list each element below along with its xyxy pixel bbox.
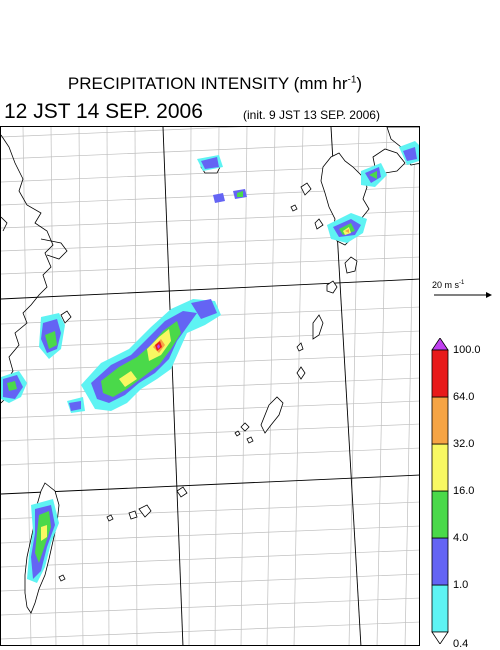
colorbar-swatch bbox=[431, 396, 449, 445]
island-amami bbox=[312, 314, 324, 340]
grid-lon-line bbox=[404, 127, 416, 645]
grid-lat-line bbox=[1, 256, 419, 275]
precipitation-field bbox=[1, 141, 419, 583]
colorbar-level-label: 32.0 bbox=[453, 438, 475, 450]
colorbar-swatch bbox=[431, 443, 449, 492]
grid-lat-line bbox=[1, 423, 419, 442]
chart-title: PRECIPITATION INTENSITY (mm hr-1) bbox=[0, 74, 430, 94]
rain-cell bbox=[119, 371, 137, 387]
rain-peak bbox=[157, 344, 160, 349]
grid-lon-line bbox=[50, 127, 57, 645]
title-close: ) bbox=[356, 74, 363, 93]
island-zhoushan bbox=[60, 310, 72, 324]
island-yonaguni bbox=[106, 514, 114, 522]
colorbar-level-label: 100.0 bbox=[453, 344, 481, 356]
grid-lat-line bbox=[1, 330, 419, 349]
grid-lat-line bbox=[1, 525, 419, 544]
grid-lat-line bbox=[1, 400, 419, 419]
major-lat-line bbox=[1, 474, 419, 495]
rain-cell bbox=[403, 147, 417, 161]
colorbar-swatch bbox=[431, 584, 449, 633]
colorbar-swatch bbox=[431, 349, 449, 398]
colorbar-swatch bbox=[431, 490, 449, 539]
grid-lon-line bbox=[214, 127, 220, 645]
rain-cell bbox=[369, 171, 377, 179]
island-small bbox=[246, 436, 254, 444]
colorbar-level-label: 0.4 bbox=[453, 638, 469, 650]
colorbar-level-label: 64.0 bbox=[453, 391, 475, 403]
grid-lon-line bbox=[78, 127, 84, 645]
precip-level-4.0 bbox=[7, 171, 377, 563]
colorbar-level-label: 1.0 bbox=[453, 579, 469, 591]
grid-lat-line bbox=[1, 549, 419, 568]
grid-lat-line bbox=[1, 377, 419, 396]
island-tokunoshima bbox=[296, 366, 306, 380]
grid-lon-line bbox=[376, 127, 388, 645]
vector-reference-label: 20 m s-1 bbox=[432, 280, 464, 290]
rain-cell bbox=[213, 193, 225, 203]
valid-time: 12 JST 14 SEP. 2006 bbox=[4, 100, 203, 123]
grid-lon-line bbox=[266, 127, 276, 645]
vector-reference-exponent: -1 bbox=[459, 280, 465, 286]
rain-cell bbox=[69, 401, 81, 411]
major-lon-line bbox=[162, 127, 184, 645]
rain-cell bbox=[7, 381, 17, 391]
island-small bbox=[234, 430, 241, 437]
island-small bbox=[58, 574, 66, 582]
grid-lat-line bbox=[1, 353, 419, 372]
island-tanegashima bbox=[344, 256, 358, 274]
title-unit-exponent: -1 bbox=[347, 74, 357, 86]
rain-cell bbox=[41, 525, 47, 541]
map-panel bbox=[0, 126, 420, 646]
island-danjo bbox=[290, 204, 298, 212]
colorbar-swatch bbox=[431, 537, 449, 586]
island-koshiki bbox=[314, 218, 324, 230]
grid-lat-line bbox=[1, 140, 419, 160]
grid-lat-line bbox=[1, 621, 419, 640]
island-kuchino bbox=[296, 342, 304, 352]
grid-lat-line bbox=[1, 573, 419, 592]
title-text: PRECIPITATION INTENSITY (mm hr bbox=[67, 74, 348, 93]
coast-china-bay bbox=[40, 238, 68, 260]
grid-lat-line bbox=[1, 127, 243, 138]
grid-lon-line bbox=[293, 127, 304, 645]
colorbar-level-label: 16.0 bbox=[453, 485, 475, 497]
rain-cell bbox=[45, 331, 57, 349]
coastlines bbox=[1, 127, 419, 614]
island-goto bbox=[300, 182, 312, 196]
island-kume bbox=[240, 422, 250, 432]
arrow-right-icon bbox=[434, 292, 492, 298]
island-miyako bbox=[176, 486, 188, 498]
grid-lon-line bbox=[188, 127, 192, 645]
vector-reference: 20 m s-1 bbox=[432, 280, 494, 300]
rain-cell bbox=[345, 229, 349, 233]
colorbar-level-label: 4.0 bbox=[453, 532, 469, 544]
precip-level-100.0 bbox=[157, 344, 160, 349]
vector-reference-value: 20 m s bbox=[432, 280, 460, 290]
colorbar-under-cap bbox=[431, 631, 449, 644]
rain-cell bbox=[237, 191, 243, 197]
colorbar-over-cap bbox=[431, 338, 449, 351]
rain-cell bbox=[191, 299, 217, 319]
island-yakushima bbox=[326, 280, 338, 294]
map-svg bbox=[1, 127, 419, 645]
grid-lat-line bbox=[1, 447, 419, 466]
rain-cell bbox=[201, 157, 219, 169]
grid-lat-line bbox=[1, 597, 419, 616]
island-ishigaki bbox=[138, 504, 152, 518]
coast-korea bbox=[1, 216, 8, 232]
major-lat-line bbox=[1, 278, 419, 300]
colorbar-svg bbox=[431, 338, 449, 644]
island-iriomote bbox=[128, 510, 138, 520]
coast-china bbox=[1, 134, 54, 404]
island-okinawa bbox=[260, 396, 284, 434]
grid-lon-line bbox=[240, 127, 248, 645]
grid-lat-line bbox=[1, 501, 419, 520]
init-time: (init. 9 JST 13 SEP. 2006) bbox=[243, 108, 380, 122]
colorbar: 0.4 1.0 4.0 16.0 32.0 64.0 100.0 bbox=[428, 338, 498, 650]
